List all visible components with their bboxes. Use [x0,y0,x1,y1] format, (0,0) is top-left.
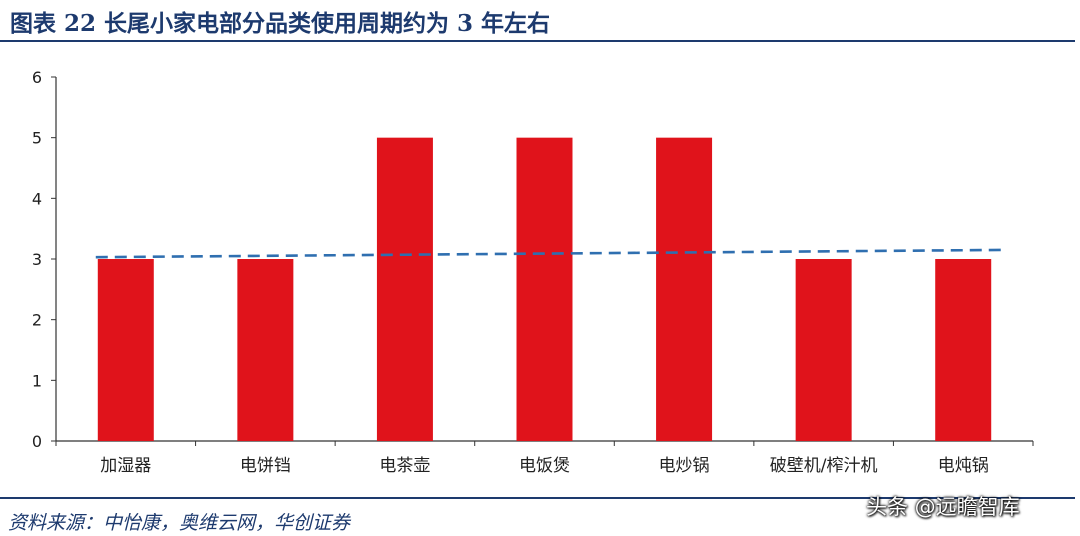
y-tick-label: 2 [32,311,42,330]
x-tick-label: 电炖锅 [938,456,989,476]
x-tick-label: 破壁机/榨汁机 [770,456,878,476]
chart-header: 图表 22 长尾小家电部分品类使用周期约为 3 年左右 [0,0,1080,44]
source-note: 资料来源：中怡康，奥维云网，华创证券 [8,512,351,534]
x-tick-label: 电茶壶 [379,456,430,476]
bar [656,137,713,441]
y-tick-label: 0 [32,432,42,451]
x-tick-label: 加湿器 [100,456,151,476]
y-tick-label: 4 [32,189,42,208]
bar [97,259,154,441]
y-tick-label: 5 [32,129,42,148]
chart-title: 图表 22 长尾小家电部分品类使用周期约为 3 年左右 [10,10,551,37]
y-tick-label: 3 [32,250,42,269]
bar [935,259,992,441]
footer-divider [0,497,1075,499]
x-tick-label: 电饭煲 [519,456,570,476]
x-tick-label: 电饼铛 [240,456,291,476]
y-tick-label: 1 [32,371,42,390]
bar [237,259,294,441]
x-tick-label: 电炒锅 [659,456,710,476]
bar-chart: 0 1 2 3 4 5 6 加湿器 电饼铛 电茶壶 电饭煲 电炒锅 破壁机/榨汁机 电炖锅 [32,68,1034,476]
title-divider [0,40,1075,42]
bar [376,137,433,441]
bar [516,137,573,441]
y-tick-label: 6 [32,68,42,87]
watermark: 头条 @远瞻智库 [866,495,1020,519]
bar [795,259,852,441]
